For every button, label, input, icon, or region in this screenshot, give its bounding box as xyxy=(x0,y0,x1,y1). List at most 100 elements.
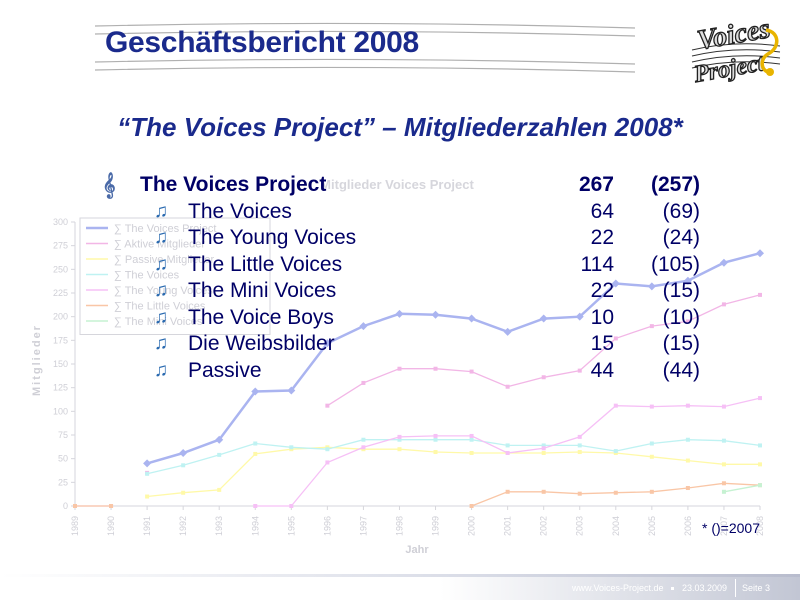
data-point xyxy=(181,490,186,495)
music-note-icon: ♫ xyxy=(153,200,169,222)
group-label: The Young Voices xyxy=(188,226,357,249)
group-previous: (10) xyxy=(662,305,700,329)
data-point xyxy=(649,404,654,409)
series-line xyxy=(146,251,761,465)
music-note-icon: ♫ xyxy=(153,280,169,301)
data-point xyxy=(613,490,618,495)
members-line-chart: 0 25 50 75 100 125 150 175 200 225 250 275 300 1989 19… xyxy=(31,177,765,556)
data-point xyxy=(541,489,546,494)
group-count: 114 xyxy=(580,252,614,276)
data-point xyxy=(649,441,654,446)
group-row: ♫ The Mini Voices 22 (15) xyxy=(100,278,700,305)
y-tick-label: 275 xyxy=(53,241,68,251)
treble-clef-icon: 𝄞 xyxy=(102,172,116,197)
x-tick-label: 2000 xyxy=(467,516,477,536)
data-point xyxy=(721,302,726,307)
data-point xyxy=(685,486,690,491)
data-point xyxy=(325,403,330,408)
data-point xyxy=(215,435,224,444)
data-point xyxy=(613,449,618,454)
data-point xyxy=(685,319,690,324)
data-point xyxy=(469,369,474,374)
data-point xyxy=(289,504,294,508)
group-label: The Mini Voices xyxy=(188,279,337,302)
legend-label: ∑ The Little Voices xyxy=(114,301,206,313)
data-point xyxy=(503,327,512,336)
data-point xyxy=(145,494,150,499)
data-point xyxy=(613,336,618,341)
x-tick-label: 2003 xyxy=(575,516,585,536)
x-tick-label: 1998 xyxy=(394,516,404,536)
data-point xyxy=(433,437,438,442)
group-label: The Voices xyxy=(188,199,292,223)
total-count: 267 xyxy=(578,173,614,196)
data-point xyxy=(217,452,222,457)
group-row: ♫ Die Weibsbilder 15 (15) xyxy=(100,331,700,358)
data-point xyxy=(685,403,690,408)
group-label: The Voice Boys xyxy=(188,305,334,329)
data-point xyxy=(649,454,654,459)
data-point xyxy=(505,489,510,494)
x-tick-label: 1989 xyxy=(70,516,80,536)
x-tick-label: 2001 xyxy=(503,516,513,536)
music-note-icon: ♫ xyxy=(153,306,169,328)
footer-page: Seite 3 xyxy=(742,583,771,593)
data-point xyxy=(397,437,402,442)
data-point xyxy=(109,504,114,508)
data-point xyxy=(649,324,654,329)
data-point xyxy=(325,447,330,452)
group-previous: (24) xyxy=(662,226,700,249)
music-note-icon: ♫ xyxy=(153,333,169,354)
total-row: 𝄞 The Voices Project 267 (257) xyxy=(100,172,700,199)
music-note-icon: ♫ xyxy=(153,359,169,381)
data-point xyxy=(325,460,330,465)
x-tick-label: 1992 xyxy=(178,516,188,536)
data-point xyxy=(433,366,438,371)
legend-label: ∑ Aktive Mitglieder xyxy=(114,239,205,251)
data-point xyxy=(721,489,726,494)
data-point xyxy=(721,481,726,486)
data-point xyxy=(469,433,474,438)
data-point xyxy=(433,450,438,455)
y-tick-label: 25 xyxy=(58,477,68,487)
data-point xyxy=(179,448,188,457)
data-point xyxy=(397,366,402,371)
data-point xyxy=(758,443,762,448)
group-count: 64 xyxy=(590,199,614,223)
data-point xyxy=(253,441,258,446)
footer: www.Voices-Project.de 23.03.2009 Seite 3 xyxy=(0,574,800,600)
y-tick-label: 200 xyxy=(53,312,68,322)
group-label: Die Weibsbilder xyxy=(188,332,335,355)
y-tick-label: 250 xyxy=(53,264,68,274)
data-point xyxy=(613,403,618,408)
data-point xyxy=(469,504,474,508)
legend-box xyxy=(79,217,271,335)
x-axis-label: Jahr xyxy=(405,544,429,556)
x-tick-label: 1994 xyxy=(250,516,260,536)
data-point xyxy=(469,450,474,455)
x-tick-label: 2005 xyxy=(647,516,657,536)
data-point xyxy=(361,445,366,450)
data-point xyxy=(253,504,258,508)
group-previous: (69) xyxy=(662,199,700,223)
data-point xyxy=(647,282,656,291)
page-title: Geschäftsbericht 2008 xyxy=(105,26,419,59)
x-tick-label: 1995 xyxy=(286,516,296,536)
data-point xyxy=(719,258,728,267)
data-point xyxy=(758,462,762,467)
data-point xyxy=(145,471,150,476)
footer-url[interactable]: www.Voices-Project.de xyxy=(572,583,664,593)
data-point xyxy=(721,462,726,467)
x-tick-label: 1997 xyxy=(358,516,368,536)
data-point xyxy=(575,312,584,321)
data-point xyxy=(289,445,294,450)
data-point xyxy=(685,458,690,463)
data-point xyxy=(758,396,762,401)
x-tick-label: 1991 xyxy=(142,516,152,536)
title-decoration-lines xyxy=(95,22,635,73)
data-point xyxy=(251,387,260,396)
footer-date: 23.03.2009 xyxy=(682,583,728,593)
group-previous: (15) xyxy=(662,332,700,355)
data-point xyxy=(505,443,510,448)
group-row: ♫ Passive 44 (44) xyxy=(100,358,700,385)
